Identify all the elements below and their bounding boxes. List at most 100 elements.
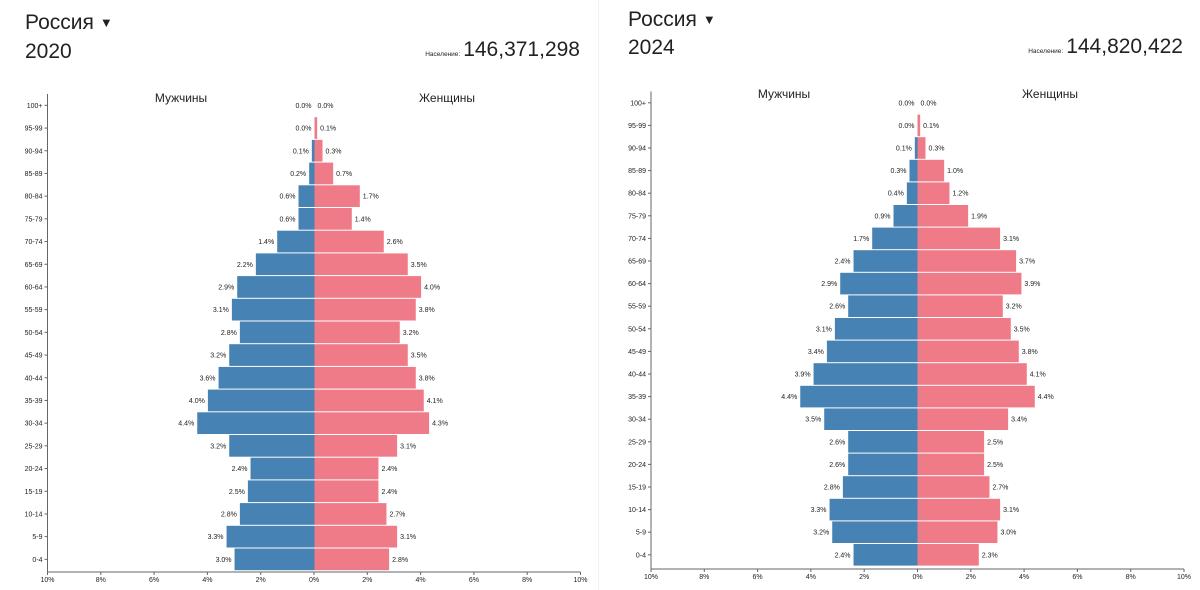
female-bar bbox=[314, 253, 408, 276]
male-value-label: 3.3% bbox=[208, 534, 224, 541]
female-value-label: 2.4% bbox=[381, 489, 397, 496]
female-value-label: 4.1% bbox=[1030, 372, 1046, 379]
female-value-label: 2.4% bbox=[381, 466, 397, 473]
male-value-label: 0.2% bbox=[290, 171, 306, 178]
x-tick-label: 2% bbox=[256, 577, 266, 584]
age-group-label: 80-84 bbox=[25, 194, 43, 201]
female-value-label: 2.5% bbox=[987, 462, 1003, 469]
pyramid-panel-2024: Россия ▼ 2024 Население: 144,820,422 Мужчи… bbox=[600, 0, 1200, 590]
male-bar bbox=[824, 408, 918, 430]
male-value-label: 0.0% bbox=[296, 126, 312, 133]
age-group-label: 40-44 bbox=[628, 372, 646, 379]
male-bar bbox=[207, 389, 315, 412]
age-group-label: 45-49 bbox=[25, 353, 43, 360]
female-value-label: 3.2% bbox=[1006, 304, 1022, 311]
male-value-label: 4.4% bbox=[178, 421, 194, 428]
male-value-label: 2.5% bbox=[229, 489, 245, 496]
female-bar bbox=[314, 117, 318, 139]
male-bar bbox=[829, 498, 918, 521]
x-tick-label: 8% bbox=[1126, 574, 1136, 581]
country-name: Россия bbox=[628, 8, 697, 31]
female-bar bbox=[314, 389, 424, 412]
male-bar bbox=[197, 412, 315, 434]
male-bar bbox=[832, 521, 918, 543]
male-value-label: 0.0% bbox=[899, 100, 915, 107]
male-bar bbox=[239, 321, 315, 344]
age-group-label: 90-94 bbox=[25, 148, 43, 155]
female-bar bbox=[314, 503, 387, 525]
female-value-label: 1.4% bbox=[355, 216, 371, 223]
age-group-label: 35-39 bbox=[25, 398, 43, 405]
male-bar bbox=[914, 137, 918, 159]
male-bar bbox=[277, 230, 315, 253]
female-bar bbox=[917, 318, 1011, 340]
age-group-label: 50-54 bbox=[628, 326, 646, 333]
male-value-label: 2.6% bbox=[829, 462, 845, 469]
male-bar bbox=[226, 525, 315, 548]
age-group-label: 65-69 bbox=[628, 259, 646, 266]
female-bar bbox=[314, 298, 416, 321]
x-tick-label: 4% bbox=[416, 577, 426, 584]
age-group-label: 0-4 bbox=[636, 552, 646, 559]
male-bar bbox=[834, 318, 918, 340]
male-bar bbox=[231, 298, 315, 321]
male-value-label: 2.4% bbox=[835, 259, 851, 266]
age-group-label: 80-84 bbox=[628, 191, 646, 198]
female-bar bbox=[917, 272, 1022, 295]
age-group-label: 85-89 bbox=[25, 171, 43, 178]
age-group-label: 100+ bbox=[27, 103, 43, 110]
age-group-label: 60-64 bbox=[25, 284, 43, 291]
country-selector[interactable]: Россия ▼ bbox=[628, 8, 716, 32]
age-group-label: 50-54 bbox=[25, 330, 43, 337]
age-group-label: 95-99 bbox=[628, 123, 646, 130]
age-group-label: 45-49 bbox=[628, 349, 646, 356]
female-bar bbox=[917, 295, 1003, 317]
female-bar bbox=[314, 185, 360, 207]
male-bar bbox=[872, 227, 918, 250]
male-value-label: 0.3% bbox=[891, 168, 907, 175]
male-value-label: 0.1% bbox=[896, 146, 912, 153]
pyramid-panel-2020: Россия ▼ 2020 Население: 146,371,298 Мужчи… bbox=[0, 0, 599, 590]
female-value-label: 2.5% bbox=[987, 439, 1003, 446]
male-value-label: 2.9% bbox=[821, 281, 837, 288]
female-header: Женщины bbox=[419, 91, 475, 105]
age-group-label: 85-89 bbox=[628, 168, 646, 175]
female-bar bbox=[917, 114, 921, 137]
female-bar bbox=[314, 457, 379, 480]
age-group-label: 25-29 bbox=[25, 443, 43, 450]
male-value-label: 1.7% bbox=[853, 236, 869, 243]
male-bar bbox=[848, 453, 918, 476]
age-group-label: 40-44 bbox=[25, 375, 43, 382]
female-value-label: 0.0% bbox=[318, 103, 334, 110]
female-bar bbox=[917, 476, 990, 498]
male-value-label: 3.9% bbox=[795, 372, 811, 379]
male-bar bbox=[229, 435, 315, 457]
female-value-label: 3.5% bbox=[1014, 326, 1030, 333]
female-value-label: 0.0% bbox=[921, 100, 937, 107]
age-group-label: 70-74 bbox=[628, 236, 646, 243]
female-value-label: 4.3% bbox=[432, 421, 448, 428]
female-value-label: 0.3% bbox=[325, 148, 341, 155]
male-value-label: 2.6% bbox=[829, 304, 845, 311]
male-bar bbox=[893, 205, 918, 227]
female-bar bbox=[917, 159, 945, 182]
country-selector[interactable]: Россия ▼ bbox=[25, 11, 113, 35]
female-bar bbox=[314, 435, 398, 457]
male-value-label: 3.5% bbox=[805, 417, 821, 424]
female-value-label: 1.2% bbox=[952, 191, 968, 198]
female-value-label: 4.0% bbox=[424, 284, 440, 291]
age-group-label: 30-34 bbox=[628, 417, 646, 424]
x-tick-label: 8% bbox=[522, 577, 532, 584]
male-bar bbox=[250, 457, 315, 480]
x-tick-label: 10% bbox=[40, 577, 54, 584]
dropdown-caret-icon: ▼ bbox=[99, 15, 113, 30]
male-bar bbox=[234, 548, 315, 571]
age-group-label: 75-79 bbox=[628, 213, 646, 220]
female-value-label: 3.1% bbox=[1003, 507, 1019, 514]
female-bar bbox=[917, 385, 1035, 408]
male-value-label: 2.9% bbox=[218, 284, 234, 291]
male-value-label: 3.1% bbox=[213, 307, 229, 314]
male-value-label: 2.4% bbox=[232, 466, 248, 473]
male-bar bbox=[853, 250, 918, 272]
male-value-label: 3.0% bbox=[216, 557, 232, 564]
